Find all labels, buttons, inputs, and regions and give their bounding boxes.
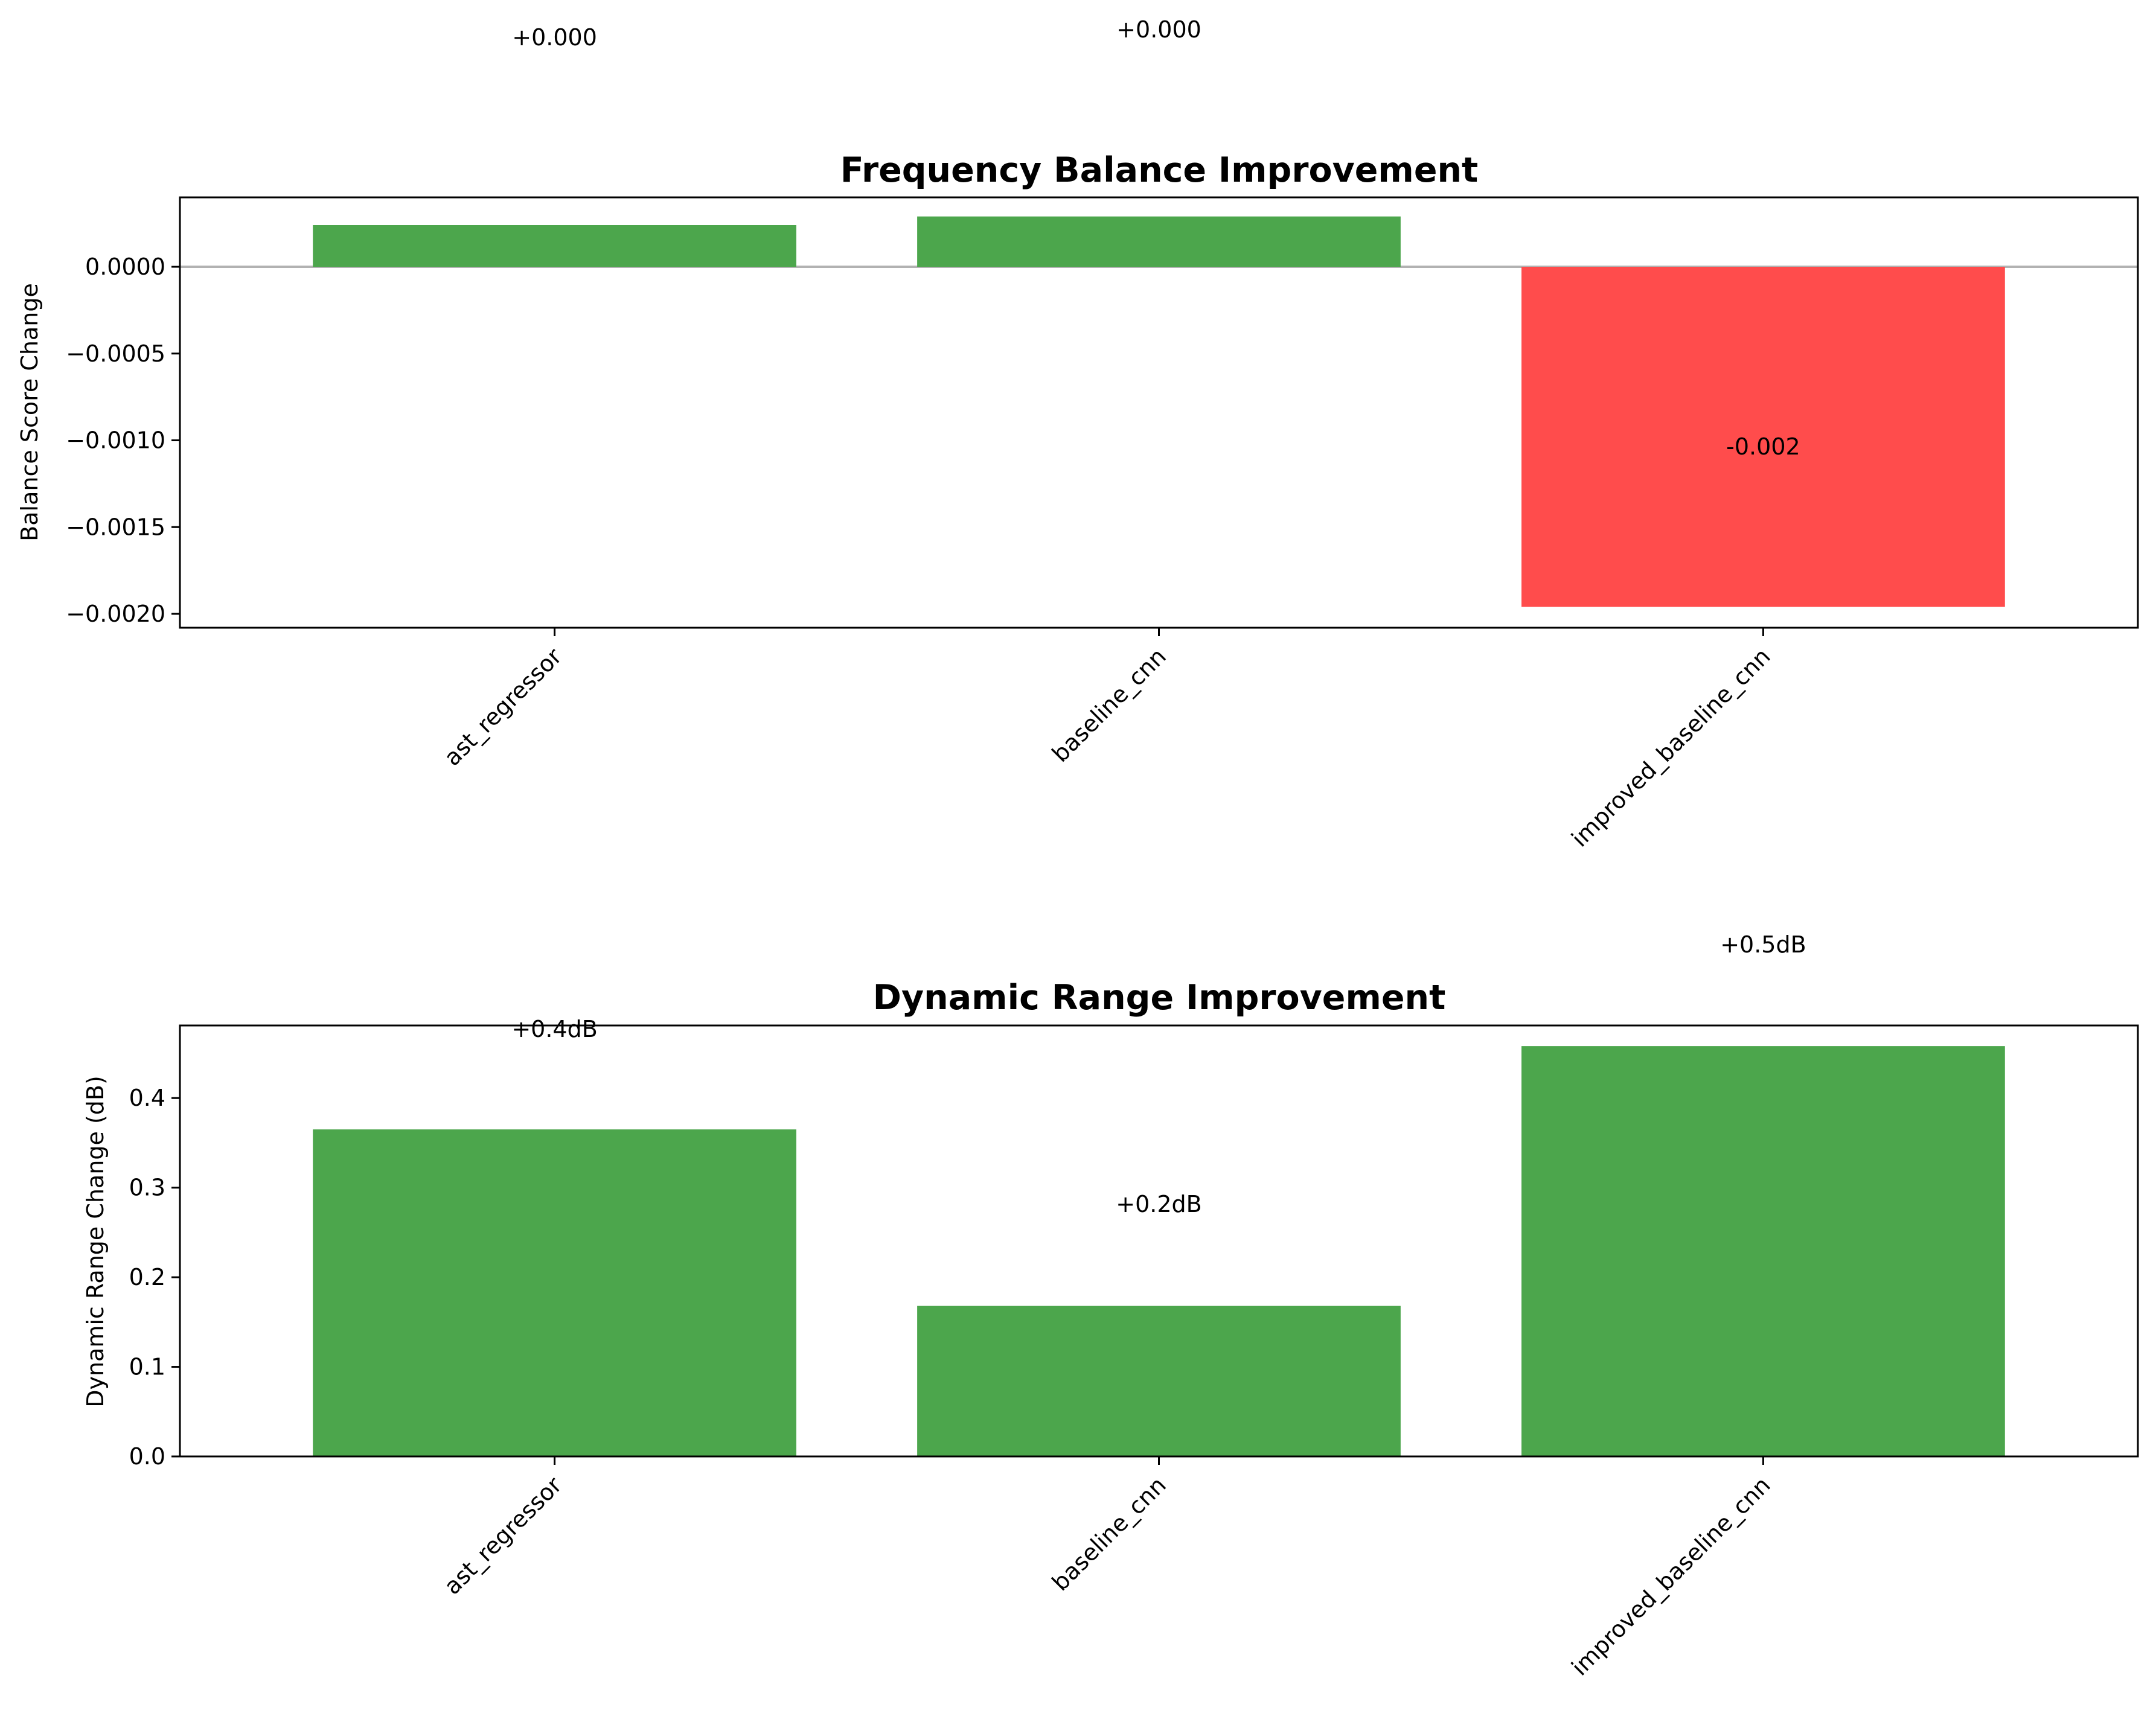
y-tick-label: 0.4 [129,1085,165,1111]
data-label-baseline_cnn: +0.000 [1116,16,1201,43]
dynamic-range-bars [313,1046,2005,1456]
y-tick-label: 0.0000 [85,254,165,280]
data-label-ast_regressor: +0.000 [512,24,597,51]
y-tick-label: 0.0 [129,1443,165,1470]
data-label-improved_baseline_cnn: -0.002 [1726,433,1800,460]
frequency-balance-y-axis-label: Balance Score Change [16,283,43,541]
y-tick-label: 0.1 [129,1354,165,1380]
frequency-balance-y-ticks: 0.0000 −0.0005 −0.0010 −0.0015 −0.0020 [66,254,180,627]
y-tick-label: 0.2 [129,1264,165,1290]
y-tick-label: −0.0005 [66,340,165,367]
frequency-balance-data-labels: +0.000 +0.000 -0.002 [512,16,1800,460]
dynamic-range-y-axis-label: Dynamic Range Change (dB) [82,1076,109,1408]
y-tick-label: 0.3 [129,1175,165,1201]
y-tick-label: −0.0010 [66,427,165,454]
bar-improved_baseline_cnn [1521,267,2005,607]
dynamic-range-data-labels: +0.4dB +0.2dB +0.5dB [511,931,1806,1217]
dynamic-range-title: Dynamic Range Improvement [873,978,1446,1018]
data-label-ast_regressor: +0.4dB [511,1016,597,1042]
bar-baseline_cnn [917,216,1401,267]
dynamic-range-plot-frame [179,1024,2139,1458]
bar-baseline_cnn [917,1306,1401,1456]
bar-ast_regressor [313,225,796,267]
y-tick-label: −0.0015 [66,514,165,540]
dynamic-range-y-ticks: 0.0 0.1 0.2 0.3 0.4 [129,1085,180,1470]
y-tick-label: −0.0020 [66,601,165,627]
frequency-balance-plot-frame [179,196,2139,629]
data-label-baseline_cnn: +0.2dB [1116,1191,1201,1217]
frequency-balance-bars [313,216,2005,607]
bar-ast_regressor [313,1129,796,1456]
frequency-balance-title: Frequency Balance Improvement [840,150,1479,190]
data-label-improved_baseline_cnn: +0.5dB [1720,931,1806,958]
bar-improved_baseline_cnn [1521,1046,2005,1456]
